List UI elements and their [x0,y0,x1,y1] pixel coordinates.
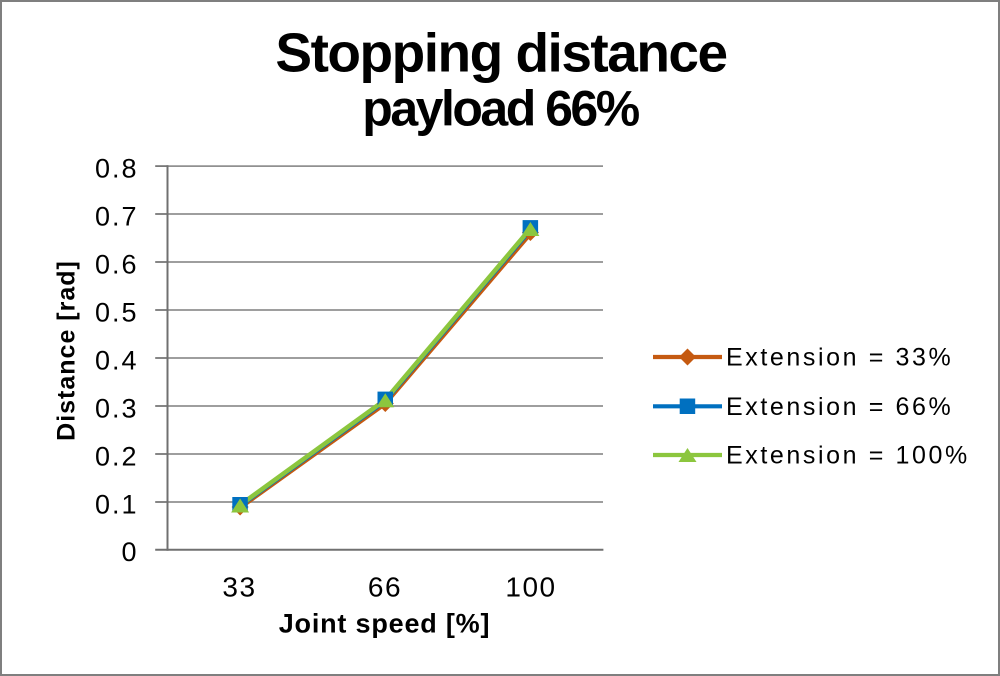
svg-text:0.4: 0.4 [95,345,139,375]
svg-text:100: 100 [505,572,556,603]
svg-text:Stopping distance: Stopping distance [275,22,726,84]
svg-text:payload 66%: payload 66% [362,81,639,137]
svg-text:Extension = 100%: Extension = 100% [726,442,970,470]
svg-text:0.3: 0.3 [95,393,139,423]
svg-text:0.7: 0.7 [95,201,139,231]
svg-text:0.6: 0.6 [95,249,139,279]
svg-text:33: 33 [222,572,256,603]
svg-text:0.2: 0.2 [95,441,139,471]
svg-text:Joint speed [%]: Joint speed [%] [279,609,491,639]
svg-text:66: 66 [368,572,402,603]
svg-text:Distance [rad]: Distance [rad] [53,260,81,441]
svg-text:Extension = 66%: Extension = 66% [726,393,953,421]
svg-text:0.8: 0.8 [95,153,139,183]
svg-text:Extension = 33%: Extension = 33% [726,344,953,372]
svg-text:0.1: 0.1 [95,489,139,519]
svg-text:0: 0 [121,537,138,567]
svg-text:0.5: 0.5 [95,297,139,327]
